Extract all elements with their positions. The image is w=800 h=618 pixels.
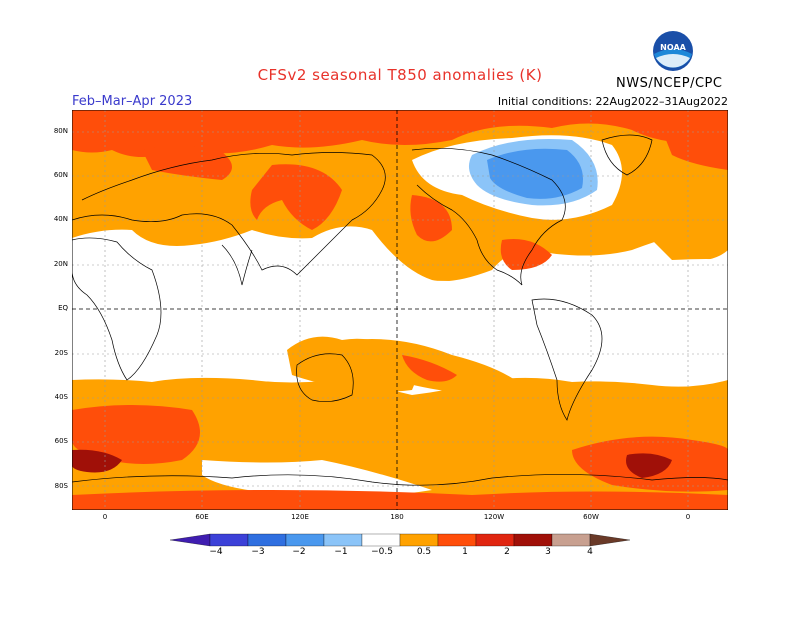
lat-label: 40N xyxy=(53,215,68,223)
lat-label: EQ xyxy=(58,304,68,312)
colorbar-tick: 1 xyxy=(462,547,468,557)
colorbar-tick: −4 xyxy=(209,547,223,557)
anomaly-region-arctic xyxy=(72,110,728,158)
season-label: Feb–Mar–Apr 2023 xyxy=(72,94,193,109)
lon-label: 0 xyxy=(102,513,108,521)
colorbar-tick: −2 xyxy=(292,547,306,557)
lon-label: 120E xyxy=(291,513,309,521)
lat-label: 60N xyxy=(53,171,68,179)
colorbar-swatch xyxy=(589,533,630,547)
anomaly-region-tropics xyxy=(72,242,728,395)
colorbar-swatch xyxy=(209,533,249,547)
colorbar-swatch xyxy=(247,533,287,547)
colorbar xyxy=(170,533,630,547)
lon-label: 60W xyxy=(583,513,599,521)
colorbar-swatch xyxy=(437,533,477,547)
svg-text:NOAA: NOAA xyxy=(660,43,686,52)
lat-label: 20S xyxy=(54,349,68,357)
lat-label: 60S xyxy=(54,437,68,445)
colorbar-swatch xyxy=(323,533,363,547)
colorbar-tick: 4 xyxy=(587,547,593,557)
coastlines xyxy=(72,134,728,486)
lon-label: 0 xyxy=(685,513,691,521)
lat-label: 40S xyxy=(54,393,68,401)
colorbar-swatch xyxy=(475,533,515,547)
lat-label: 20N xyxy=(53,260,68,268)
colorbar-swatch xyxy=(551,533,591,547)
colorbar-tick: 2 xyxy=(504,547,510,557)
lon-label: 60E xyxy=(195,513,209,521)
colorbar-swatch xyxy=(513,533,553,547)
colorbar-tick: −3 xyxy=(251,547,265,557)
map-title: CFSv2 seasonal T850 anomalies (K) xyxy=(257,66,543,84)
colorbar-swatches xyxy=(170,533,630,547)
colorbar-tick: −1 xyxy=(334,547,348,557)
anomaly-map xyxy=(72,110,728,510)
lon-label: 120W xyxy=(483,513,505,521)
colorbar-swatch xyxy=(170,533,211,547)
colorbar-swatch xyxy=(285,533,325,547)
colorbar-swatch xyxy=(361,533,401,547)
lat-label: 80S xyxy=(54,482,68,490)
agency-label: NWS/NCEP/CPC xyxy=(616,76,723,91)
lat-label: 80N xyxy=(53,127,68,135)
noaa-logo: NOAA xyxy=(653,31,693,71)
initial-conditions-label: Initial conditions: 22Aug2022–31Aug2022 xyxy=(497,95,728,108)
colorbar-tick: 3 xyxy=(545,547,551,557)
lon-label: 180 xyxy=(390,513,404,521)
colorbar-tick: −0.5 xyxy=(371,547,393,557)
colorbar-tick: 0.5 xyxy=(416,547,432,557)
colorbar-swatch xyxy=(399,533,439,547)
